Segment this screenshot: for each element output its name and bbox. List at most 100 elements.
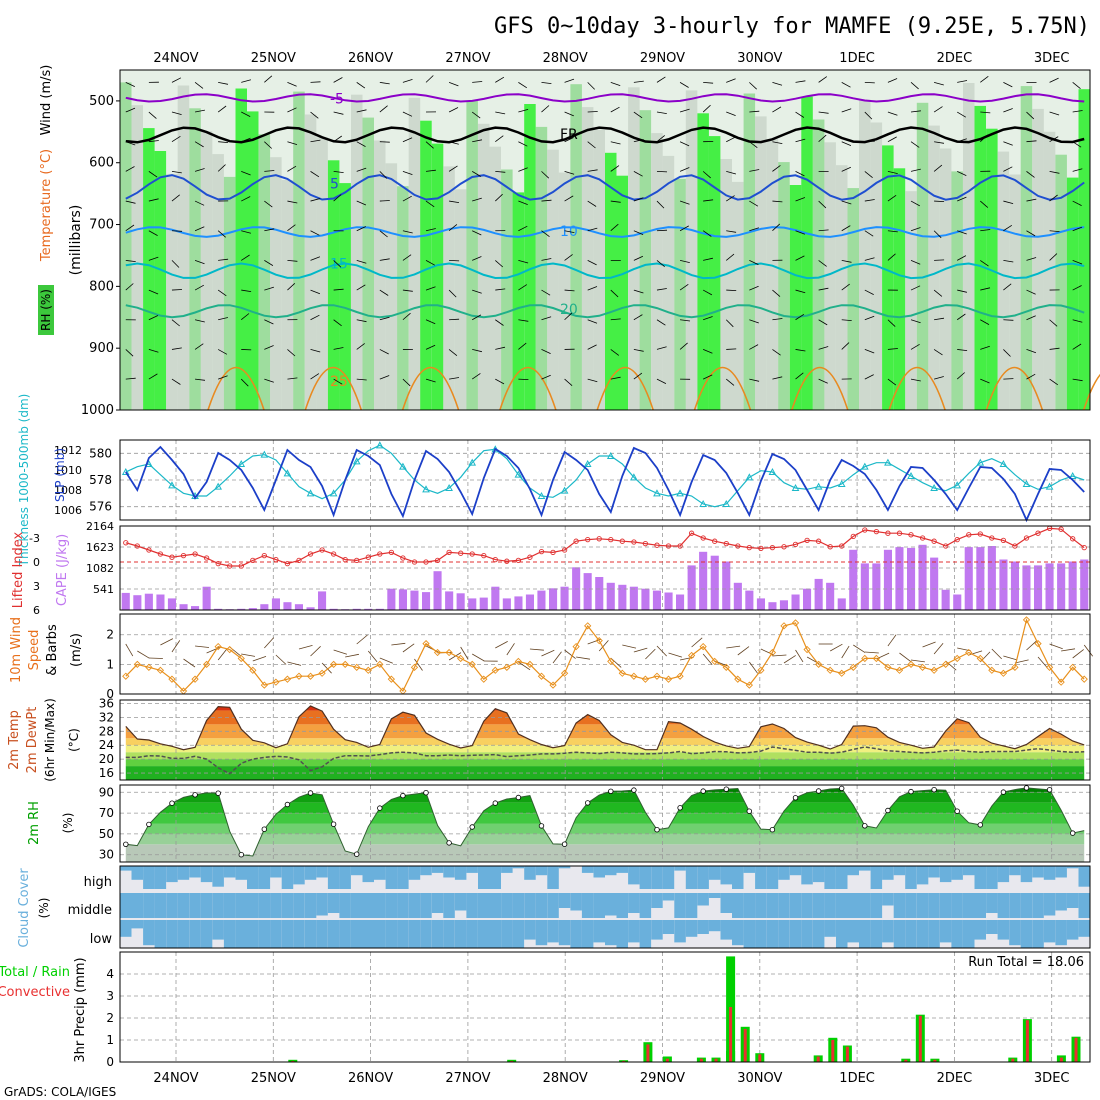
li-marker	[573, 538, 579, 544]
wind-barb	[818, 200, 827, 209]
wind-barb	[679, 108, 690, 113]
cloud-bar-low	[1032, 920, 1044, 948]
rh-marker	[307, 790, 314, 796]
li-marker	[792, 541, 799, 548]
cloud-bar-low	[362, 920, 374, 948]
wind10m-barb	[864, 651, 879, 654]
li-marker	[227, 563, 233, 569]
rh-marker	[377, 805, 383, 811]
cloud-bar-high	[882, 866, 894, 880]
wind-barb	[495, 111, 506, 115]
wind-barb	[287, 283, 296, 291]
wind-barb	[564, 312, 573, 321]
wind-barb	[264, 378, 274, 383]
rh-unit: (%)	[61, 813, 75, 834]
wind-barb	[679, 200, 690, 205]
li-marker	[388, 549, 395, 556]
precip-conv-bar	[1011, 1058, 1015, 1062]
precip-legend-total: Total / Rain	[0, 965, 70, 980]
wind-barb	[218, 375, 228, 380]
rh-column	[766, 139, 779, 410]
wind-barb	[241, 289, 252, 292]
cape-bar	[722, 561, 731, 610]
cape-bar	[1045, 563, 1054, 610]
rh-marker	[238, 852, 244, 858]
precip-tick-label: 1	[106, 1033, 114, 1047]
cape-bar	[306, 607, 315, 610]
li-marker	[608, 536, 614, 543]
cloud-bar-low	[512, 920, 525, 948]
wind-barb	[1003, 283, 1012, 291]
cape-bar	[930, 557, 939, 610]
cloud-bar-low	[501, 920, 513, 948]
li-marker	[446, 549, 452, 556]
cloud-bar-middle	[362, 893, 374, 918]
cloud-bar-low	[524, 920, 536, 940]
wind-barb	[125, 283, 134, 291]
cloud-bar-low	[581, 920, 594, 948]
isotherm-25-bump	[499, 366, 557, 411]
wind-barb	[864, 199, 875, 202]
cloud-bar-low	[951, 920, 963, 948]
wind10m-marker	[295, 672, 303, 680]
cloud-bar-high	[651, 866, 663, 889]
wind-barb	[125, 82, 135, 87]
wind10m-barb	[1037, 656, 1048, 668]
wind10m-marker	[306, 672, 315, 680]
wind-barb	[679, 225, 689, 232]
precip-conv-bar	[758, 1054, 762, 1062]
rh-marker	[908, 788, 914, 795]
cloud-bar-high	[662, 866, 675, 889]
wind-barb	[1072, 168, 1083, 172]
isotherm-25-bump	[888, 366, 946, 411]
cloud-bar-low	[558, 920, 571, 946]
wind10m-marker	[607, 657, 615, 666]
rh-marker	[585, 800, 591, 806]
wind-barb	[702, 349, 713, 354]
wind-barb	[264, 286, 275, 291]
pressure-tick-label: 600	[89, 156, 114, 171]
rh-column	[570, 84, 582, 410]
wind-barb	[541, 258, 552, 261]
rh-column	[708, 136, 721, 410]
cloud-bar-high	[685, 866, 698, 889]
wind-barb	[425, 141, 434, 149]
wind10m-barb	[287, 661, 302, 666]
thickness-marker	[722, 499, 731, 507]
cloud-bar-middle	[951, 893, 963, 918]
li-marker	[1000, 537, 1007, 544]
wind-barb	[633, 230, 644, 235]
cloud-bar-middle	[755, 893, 767, 918]
cloud-bar-low	[847, 920, 859, 943]
wind-barb	[1003, 200, 1014, 204]
wind10m-barb	[910, 659, 925, 663]
wind10m-barb	[125, 643, 134, 657]
wind-barb	[495, 288, 506, 291]
wind-barb	[656, 288, 667, 291]
wind-barb	[402, 289, 413, 292]
wind-barb	[194, 319, 205, 323]
rh-column	[847, 188, 859, 410]
cloud-bar-high	[743, 866, 756, 873]
wind-barb	[379, 171, 388, 179]
cape-bar	[606, 582, 615, 610]
wind-barb	[379, 349, 389, 355]
rh-column	[593, 130, 605, 410]
cloud-bar-middle	[870, 893, 883, 918]
wind10m-marker	[560, 669, 569, 677]
wind-barb	[680, 319, 691, 322]
cape-bar	[491, 586, 500, 610]
wind-barb	[633, 111, 643, 119]
precip-conv-bar	[918, 1015, 922, 1062]
dewpoint-line	[125, 746, 1085, 775]
rh-marker	[1000, 789, 1007, 795]
rh-legend-label: RH (%)	[39, 289, 53, 331]
rh-marker	[862, 823, 868, 829]
wind-barb	[541, 289, 551, 296]
wind10m-barb	[1049, 643, 1063, 650]
wind-barb	[564, 170, 575, 175]
cloud-bar-low	[131, 920, 143, 929]
wind-barb	[171, 111, 182, 115]
rh-marker	[931, 787, 937, 793]
thickness-marker	[676, 489, 684, 497]
